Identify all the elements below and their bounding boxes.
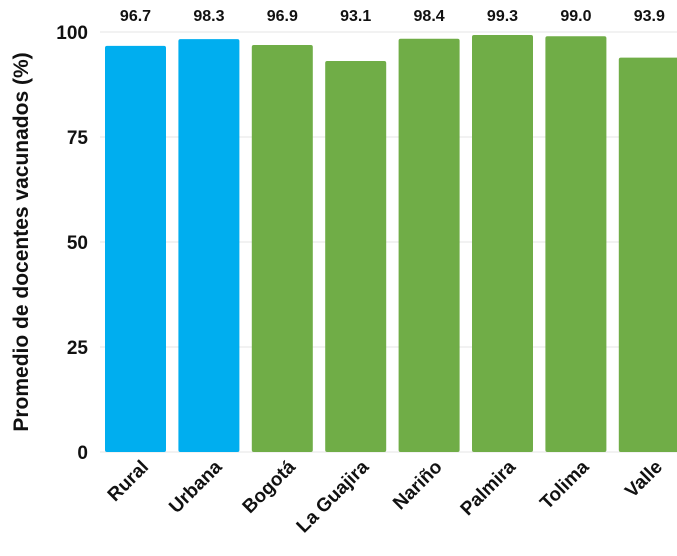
bar-urbana [178,39,240,452]
data-label-rural: 96.7 [120,8,151,25]
data-labels: 96.7 98.3 96.9 93.1 98.4 99.3 99.0 93.9 [120,8,665,25]
bars [105,34,677,453]
category-label-la-guajira: La Guajira [293,456,374,537]
category-label-rural: Rural [104,457,153,506]
data-label-la-guajira: 93.1 [340,8,371,25]
data-label-palmira: 99.3 [487,8,518,25]
y-tick-label-100: 100 [56,23,88,44]
bar-valle [618,57,677,452]
data-label-tolima: 99.0 [560,8,591,25]
bar-rural [105,45,166,453]
y-axis-ticks: 0 25 50 75 100 [56,23,88,464]
category-label-bogotá: Bogotá [239,456,300,517]
bar-la-guajira [325,60,387,452]
data-label-urbana: 98.3 [193,8,224,25]
data-label-nariño: 98.4 [414,8,445,25]
category-label-valle: Valle [621,457,666,502]
category-label-nariño: Nariño [389,457,446,514]
bar-palmira [472,34,533,452]
y-axis-title: Promedio de docentes vacunados (%) [10,52,33,431]
category-label-palmira: Palmira [457,456,521,520]
data-label-valle: 93.9 [634,8,665,25]
category-label-urbana: Urbana [165,456,226,517]
bar-tolima [545,36,607,452]
category-label-tolima: Tolima [536,456,593,513]
data-label-bogotá: 96.9 [267,8,298,25]
y-tick-label-50: 50 [67,233,88,254]
y-tick-label-25: 25 [67,338,89,359]
bar-bogotá [251,45,313,453]
bar-nariño [398,38,460,452]
y-tick-label-75: 75 [67,128,89,149]
y-tick-label-0: 0 [77,443,88,464]
